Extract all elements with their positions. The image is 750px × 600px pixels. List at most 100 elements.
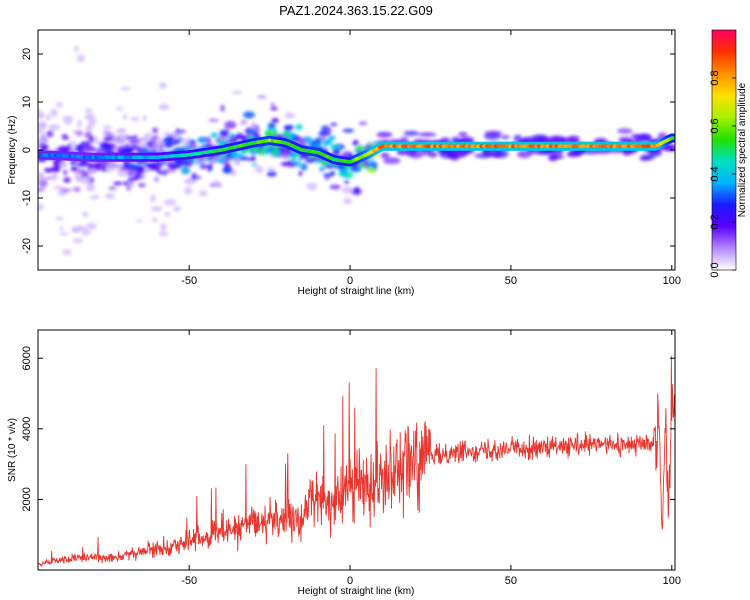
spectrogram-blob bbox=[76, 130, 84, 137]
spectrogram-blob bbox=[105, 167, 113, 173]
spectrogram-blob bbox=[137, 172, 143, 177]
spectrogram-blob bbox=[320, 137, 326, 141]
spectrogram-blob bbox=[46, 176, 52, 180]
spectrogram-blob bbox=[77, 54, 85, 63]
spectrogram-blob bbox=[251, 163, 258, 167]
spectrogram-blob bbox=[52, 185, 64, 190]
spectrogram-blob bbox=[330, 171, 336, 176]
spectrogram-blob bbox=[158, 103, 170, 111]
spectrogram-blob bbox=[103, 130, 110, 135]
spectrogram-blob bbox=[75, 169, 85, 173]
spectrogram-blob bbox=[150, 206, 163, 212]
spectrogram-blob bbox=[152, 217, 158, 222]
spectrogram-blob bbox=[222, 166, 233, 174]
snr-y-label: SNR (10 * v/v) bbox=[7, 418, 18, 482]
spectrogram-blob bbox=[123, 162, 131, 168]
spectrogram-halo bbox=[548, 154, 565, 160]
spectrogram-blob bbox=[136, 167, 144, 173]
spectrogram-blob bbox=[122, 113, 128, 120]
spectrogram-blob bbox=[75, 186, 80, 193]
spectrogram-halo bbox=[458, 132, 468, 137]
spectrogram-blob bbox=[243, 111, 255, 119]
spectrogram-blob bbox=[282, 130, 291, 138]
spectrogram-blob bbox=[199, 163, 208, 170]
spectrogram-blob bbox=[84, 108, 93, 113]
spectrogram-blob bbox=[207, 164, 212, 172]
spectrogram-blob bbox=[266, 167, 276, 172]
spectrogram-blob bbox=[265, 147, 270, 155]
spectrogram-blob bbox=[51, 165, 61, 173]
spectrogram-blob bbox=[127, 177, 137, 182]
spectrogram-blob bbox=[220, 104, 225, 112]
snr-y-ticks: 2000 4000 6000 bbox=[21, 346, 675, 512]
spectrogram-halo bbox=[383, 157, 401, 165]
spectrogram-blob bbox=[353, 147, 363, 152]
spectrogram-blob bbox=[38, 129, 45, 134]
x-tick-label: 50 bbox=[505, 575, 517, 587]
y-tick-label: 20 bbox=[21, 48, 33, 60]
spectrogram-blob bbox=[150, 194, 156, 203]
spectrogram-blob bbox=[130, 116, 140, 122]
colorbar-gradient bbox=[712, 30, 736, 270]
colorbar-ticks: 0.0 0.2 0.4 0.6 0.8 bbox=[709, 70, 736, 278]
spectrogram-blob bbox=[93, 194, 99, 200]
colorbar-tick-label: 0.6 bbox=[709, 118, 721, 133]
spectrogram-blob bbox=[87, 122, 94, 130]
spectrogram-blob bbox=[62, 115, 74, 122]
spectrogram-blob bbox=[115, 107, 124, 111]
spectrogram-halo bbox=[513, 134, 522, 142]
spectrogram-blob bbox=[291, 157, 296, 164]
spectrogram-blob bbox=[180, 166, 191, 175]
x-tick-label: 100 bbox=[663, 575, 681, 587]
spectrogram-blob bbox=[132, 138, 142, 144]
snr-frame bbox=[37, 329, 676, 571]
spectrogram-blob bbox=[102, 167, 107, 172]
x-tick-label: -50 bbox=[181, 575, 197, 587]
spectrogram-blob bbox=[270, 102, 275, 107]
spectrogram-blob bbox=[205, 158, 210, 162]
spectrogram-blob bbox=[344, 150, 350, 156]
spectrogram-blob bbox=[126, 185, 131, 191]
spectrogram-blob bbox=[86, 185, 95, 192]
spectrogram-blob bbox=[79, 177, 91, 184]
spectrogram-halo bbox=[379, 152, 390, 158]
spectrogram-halo bbox=[482, 151, 494, 157]
spectrogram-blob bbox=[256, 148, 267, 156]
spectrogram-blob bbox=[117, 128, 127, 134]
spectrogram-blob bbox=[38, 187, 46, 192]
spectrogram-blob bbox=[99, 141, 108, 149]
spectrogram-blob bbox=[191, 140, 196, 144]
spectrogram-blob bbox=[108, 186, 117, 190]
spectrogram-blob bbox=[248, 128, 258, 132]
spectrogram-blob bbox=[170, 132, 181, 137]
y-tick-label: 10 bbox=[21, 96, 33, 108]
spectrogram-blob bbox=[143, 168, 150, 173]
spectrogram-blob bbox=[341, 186, 353, 194]
spectrogram-blob bbox=[74, 171, 82, 179]
spectrogram-blob bbox=[162, 169, 173, 174]
spectrogram-blob bbox=[162, 132, 172, 136]
spectrogram-blob bbox=[87, 162, 94, 170]
spectrogram-blob bbox=[251, 122, 257, 131]
spectrogram-blob bbox=[193, 161, 204, 165]
x-tick-label: 100 bbox=[663, 275, 681, 287]
spectrogram-blob bbox=[298, 170, 303, 177]
spectrogram-blob bbox=[155, 137, 163, 145]
spectrogram-blob bbox=[38, 108, 42, 115]
spectrogram-blob bbox=[50, 108, 58, 117]
spectrogram-blob bbox=[81, 143, 93, 150]
spectrogram-blob bbox=[144, 162, 156, 168]
spectrogram-y-ticks: 20 10 0 -10 -20 bbox=[21, 48, 675, 254]
spectrogram-halo bbox=[397, 150, 408, 156]
colorbar-label: Normalized spectral amplitude bbox=[737, 82, 748, 217]
spectrogram-blob bbox=[342, 128, 354, 133]
spectrogram-ridge bbox=[38, 133, 675, 167]
spectrogram-blob bbox=[329, 184, 341, 190]
spectrogram-blob bbox=[314, 159, 321, 164]
spectrogram-blob bbox=[120, 136, 127, 141]
spectrogram-blob bbox=[113, 181, 123, 186]
spectrogram-blob bbox=[127, 168, 139, 176]
spectrogram-halo bbox=[638, 133, 651, 140]
spectrogram-blob bbox=[127, 165, 139, 171]
x-tick-label: 0 bbox=[347, 575, 353, 587]
